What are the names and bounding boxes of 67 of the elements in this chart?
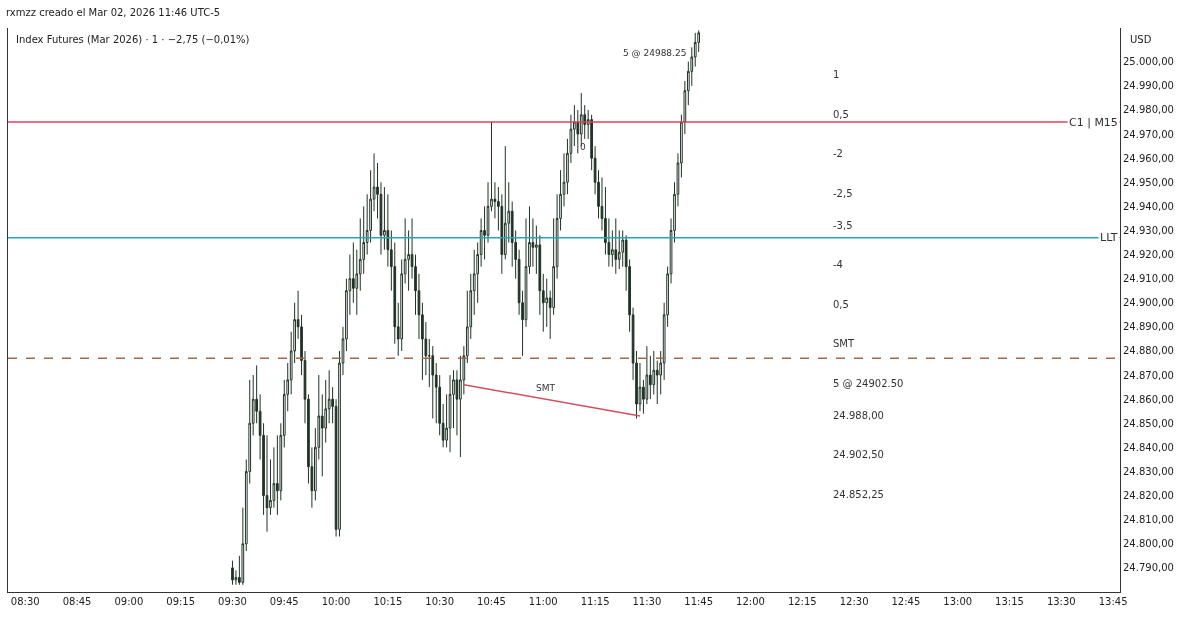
x-tick-label: 12:00 bbox=[736, 596, 765, 607]
x-tick-label: 13:15 bbox=[995, 596, 1024, 607]
y-tick-label: 24.990,00 bbox=[1123, 80, 1174, 92]
chart-title: rxmzz creado el Mar 02, 2026 11:46 UTC-5 bbox=[6, 7, 221, 19]
ref-line-label: C1 | M15 bbox=[1069, 116, 1118, 129]
x-tick-label: 08:45 bbox=[62, 596, 92, 607]
annotation: 0 bbox=[580, 142, 586, 152]
x-tick-label: 10:30 bbox=[425, 596, 455, 607]
annotation: -2,5 bbox=[833, 188, 853, 199]
annotation: -3,5 bbox=[833, 220, 853, 231]
x-tick-label: 13:00 bbox=[943, 596, 973, 607]
x-tick-label: 12:45 bbox=[891, 596, 921, 607]
y-tick-label: 24.790,00 bbox=[1123, 562, 1174, 574]
x-tick-label: 12:15 bbox=[787, 596, 817, 607]
annotation: 0,5 bbox=[833, 109, 849, 120]
y-tick-label: 24.800,00 bbox=[1123, 538, 1174, 550]
candlestick bbox=[448, 374, 452, 453]
text: Index Futures (Mar 2026) · 1 · −2,75 (−0,01%) bbox=[16, 34, 250, 45]
y-tick-label: 24.900,00 bbox=[1123, 297, 1174, 309]
y-tick-label: 24.810,00 bbox=[1123, 514, 1174, 526]
x-tick-label: 13:45 bbox=[1098, 596, 1128, 607]
annotation: -2 bbox=[833, 148, 843, 159]
annotation: 0,5 bbox=[833, 299, 849, 310]
x-tick-label: 11:30 bbox=[632, 596, 662, 607]
y-tick-label: 24.980,00 bbox=[1123, 104, 1174, 116]
annotation: 5 @ 24902.50 bbox=[833, 378, 904, 389]
y-tick-label: 24.950,00 bbox=[1123, 176, 1174, 188]
x-tick-label: 12:30 bbox=[839, 596, 869, 607]
ref-line-label: LLT bbox=[1100, 231, 1118, 244]
y-tick-label: 24.940,00 bbox=[1123, 200, 1174, 212]
candlestick bbox=[231, 560, 234, 586]
annotation: 24.988,00 bbox=[833, 410, 884, 421]
y-tick-label: 24.970,00 bbox=[1123, 128, 1174, 140]
x-tick-label: 11:15 bbox=[580, 596, 610, 607]
y-tick-label: 24.820,00 bbox=[1123, 490, 1174, 502]
annotation: SMT bbox=[833, 338, 855, 349]
annotation: 5 @ 24988.25 bbox=[623, 48, 687, 58]
x-tick-label: 11:45 bbox=[684, 596, 714, 607]
annotation: 1 bbox=[833, 69, 840, 80]
x-tick-label: 11:00 bbox=[528, 596, 558, 607]
x-tick-label: 09:45 bbox=[269, 596, 299, 607]
y-tick-label: 24.860,00 bbox=[1123, 393, 1174, 405]
candlestick bbox=[614, 217, 618, 275]
x-tick-label: 09:00 bbox=[114, 596, 144, 607]
annotation: -4 bbox=[833, 259, 843, 270]
y-tick-label: 24.960,00 bbox=[1123, 152, 1174, 164]
y-tick-label: 24.880,00 bbox=[1123, 345, 1174, 357]
y-tick-label: 24.870,00 bbox=[1123, 369, 1174, 381]
y-tick-label: 25.000,00 bbox=[1123, 56, 1174, 68]
y-axis-title: USD bbox=[1130, 34, 1152, 45]
x-tick-label: 10:15 bbox=[373, 596, 403, 607]
annotation: 24.902,50 bbox=[833, 449, 884, 460]
x-tick-label: 13:30 bbox=[1046, 596, 1076, 607]
y-tick-label: 24.890,00 bbox=[1123, 321, 1174, 333]
x-tick-label: 09:15 bbox=[166, 596, 196, 607]
x-tick-label: 09:30 bbox=[218, 596, 247, 607]
y-tick-label: 24.850,00 bbox=[1123, 417, 1174, 429]
y-tick-label: 24.830,00 bbox=[1123, 465, 1174, 477]
x-tick-label: 10:00 bbox=[321, 596, 351, 607]
annotation: SMT bbox=[536, 383, 556, 393]
y-tick-label: 24.930,00 bbox=[1123, 224, 1174, 236]
annotation: 24.852,25 bbox=[833, 489, 884, 500]
y-tick-label: 24.920,00 bbox=[1123, 249, 1174, 261]
x-tick-label: 08:30 bbox=[10, 596, 40, 607]
x-tick-label: 10:45 bbox=[477, 596, 506, 607]
y-tick-label: 24.910,00 bbox=[1123, 273, 1174, 285]
y-tick-label: 24.840,00 bbox=[1123, 441, 1174, 453]
